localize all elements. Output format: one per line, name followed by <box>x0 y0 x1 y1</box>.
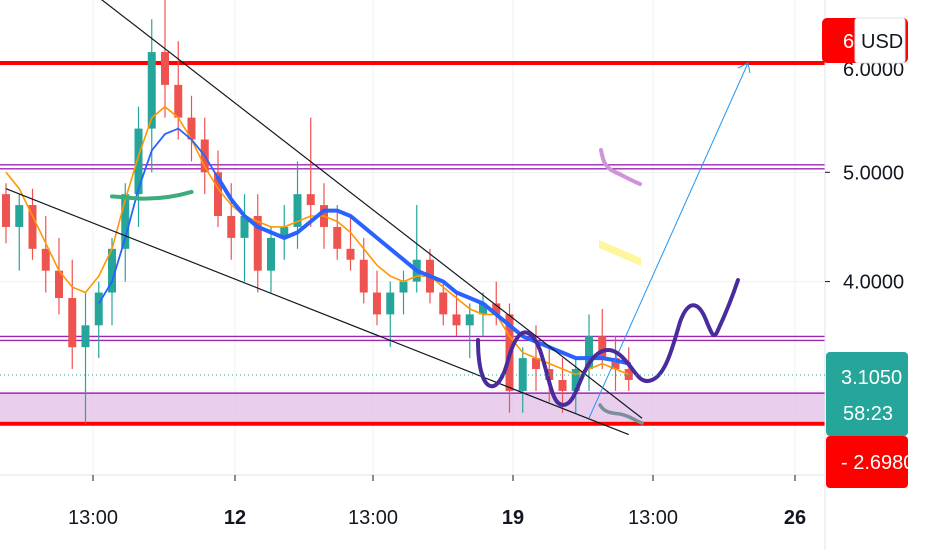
candle-body <box>558 379 567 391</box>
horizontal-levels <box>0 61 825 426</box>
candle-body <box>81 325 90 348</box>
candle-body <box>2 194 10 227</box>
support-price-tag <box>826 436 908 488</box>
time-tick-label: 12 <box>224 507 246 529</box>
candle-body <box>439 292 448 315</box>
candle-body <box>465 314 474 326</box>
resistance-price-digit: 6 <box>843 31 854 53</box>
candle-body <box>585 336 593 370</box>
time-tick-label: 13:00 <box>68 507 118 529</box>
candle-body <box>373 292 381 315</box>
candle-countdown: 58:23 <box>843 403 893 425</box>
last-price-label: 3.1050 <box>841 367 902 389</box>
candle-body <box>94 292 103 326</box>
time-tick-label: 19 <box>502 507 524 529</box>
candle-body <box>611 358 620 370</box>
user-drawings <box>5 0 751 436</box>
price-tick-label-partial: 6.0000 <box>843 59 904 81</box>
candle-body <box>280 226 289 238</box>
price-zone <box>0 392 825 422</box>
candle-body <box>518 358 527 391</box>
candle-body <box>147 52 156 129</box>
candle-body <box>306 194 315 206</box>
candle-body <box>479 303 487 315</box>
candle-body <box>187 117 196 140</box>
grey-drawing <box>598 403 644 425</box>
time-tick-label: 26 <box>784 507 806 529</box>
faint-purple-drawing <box>599 148 642 186</box>
candle-body <box>161 52 169 85</box>
candle-body <box>15 205 24 227</box>
highlighted-green-segment <box>110 189 194 201</box>
support-zone <box>0 393 825 422</box>
trendline <box>5 188 629 436</box>
candle-body <box>333 226 342 249</box>
time-axis[interactable]: 13:00 12 13:00 19 13:00 26 <box>68 475 806 529</box>
moving-averages <box>5 105 631 376</box>
candle-body <box>571 369 580 391</box>
candle-body <box>214 172 222 217</box>
currency-selector <box>854 17 906 64</box>
last-price-tag <box>826 352 908 436</box>
time-tick-label: 13:00 <box>348 507 398 529</box>
candle-body <box>134 128 143 195</box>
candle-body <box>293 194 302 227</box>
projection-arrow <box>588 62 749 419</box>
candle-body <box>108 248 116 293</box>
candle-body <box>545 369 554 380</box>
projection-arrow-head <box>737 62 751 74</box>
price-tick-label: 5.0000 <box>843 162 904 184</box>
candle-body <box>492 303 501 315</box>
candle-body <box>399 281 408 293</box>
trendline <box>101 0 643 419</box>
projected-path-drawing <box>476 278 740 408</box>
highlighted-moving-average <box>216 175 631 366</box>
candle-body <box>598 336 607 359</box>
candle-body <box>532 358 540 370</box>
candle-body <box>55 270 63 298</box>
candle-body <box>267 237 275 271</box>
candle-body <box>240 216 249 238</box>
time-tick-label: 13:00 <box>628 507 678 529</box>
candle-body <box>253 216 262 271</box>
candle-body <box>28 205 37 249</box>
candle-body <box>452 314 461 326</box>
candle-body <box>346 248 355 260</box>
support-price-label: - 2.6980 <box>841 452 914 474</box>
candle-body <box>121 194 130 249</box>
currency-label[interactable]: USD <box>861 31 903 53</box>
candle-body <box>41 248 50 271</box>
candle-body <box>227 216 236 238</box>
candle-body <box>174 84 183 118</box>
candle-body <box>359 259 368 293</box>
price-tick-label: 4.0000 <box>843 272 904 294</box>
candle-body <box>386 292 395 315</box>
highlighter-stroke <box>599 240 641 266</box>
candle-body <box>68 297 77 348</box>
